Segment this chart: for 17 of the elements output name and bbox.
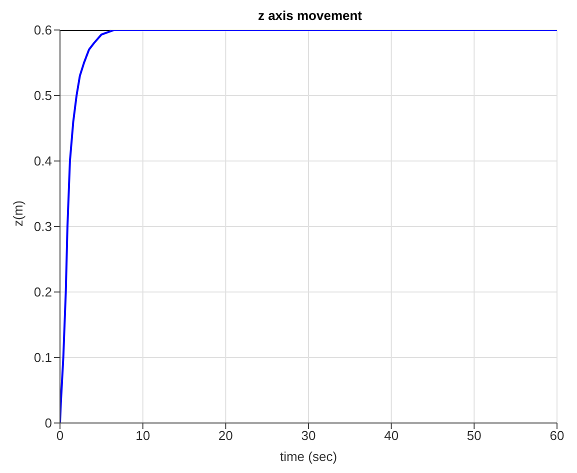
x-tick-label: 60 [550, 428, 564, 444]
x-tick-label: 50 [466, 428, 482, 444]
y-tick-label: 0.1 [34, 350, 52, 366]
y-tick-label: 0.6 [34, 22, 52, 38]
x-tick-label: 0 [56, 428, 64, 444]
y-tick-label: 0.5 [34, 88, 52, 104]
y-tick-label: 0.2 [34, 284, 52, 300]
x-tick-label: 40 [384, 428, 399, 444]
y-axis-title: z(m) [10, 200, 26, 226]
y-tick-label: 0.4 [34, 154, 52, 169]
y-tick-label: 0 [44, 416, 52, 431]
y-tick-label: 0.3 [34, 219, 52, 234]
x-axis-title: time (sec) [280, 449, 338, 464]
x-tick-label: 20 [218, 428, 233, 444]
x-tick-label: 10 [136, 428, 150, 444]
x-tick-label: 30 [301, 428, 316, 444]
chart-title: z axis movement [256, 8, 364, 23]
